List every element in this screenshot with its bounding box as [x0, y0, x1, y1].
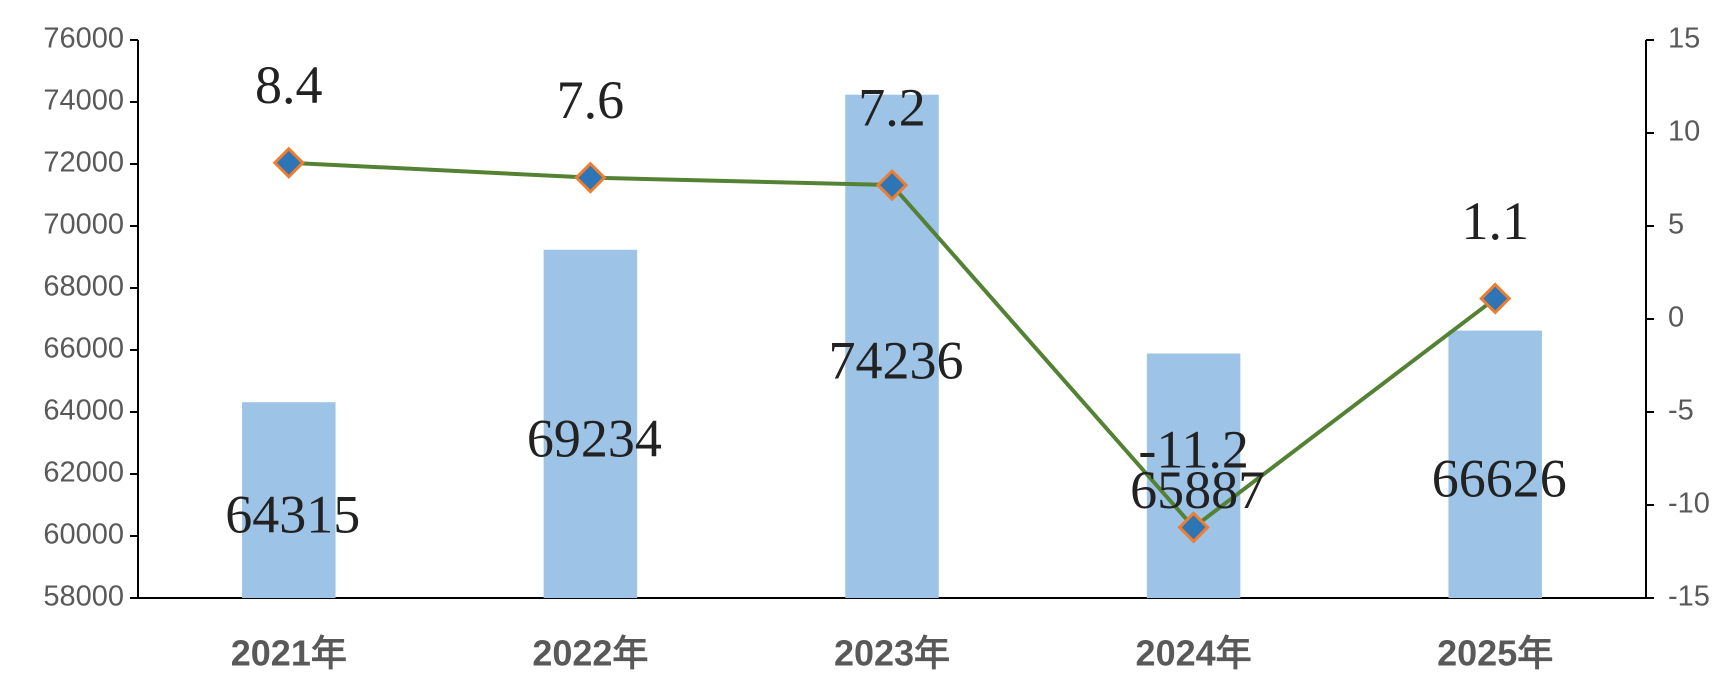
- y-tick-label: 68000: [43, 271, 124, 303]
- bar-value-label: 69234: [527, 408, 662, 468]
- bar-value-label: 65887: [1130, 460, 1265, 520]
- marker: [1177, 511, 1210, 544]
- marker: [875, 168, 909, 202]
- line-value-label: 7.6: [557, 70, 625, 130]
- x-tick-label: 2021年: [231, 633, 347, 674]
- y2-tick-label: -10: [1668, 488, 1710, 520]
- y-tick-label: 62000: [43, 457, 124, 489]
- x-tick-label: 2024年: [1136, 633, 1252, 674]
- y-tick-label: 66000: [43, 333, 124, 365]
- marker: [272, 146, 305, 179]
- y2-tick-label: 15: [1668, 23, 1700, 55]
- bar: [1448, 330, 1542, 598]
- bar: [543, 249, 638, 598]
- y-tick-label: 58000: [43, 581, 124, 613]
- marker: [574, 161, 607, 194]
- bar: [242, 402, 336, 598]
- bar-value-label: 66626: [1432, 449, 1567, 509]
- y2-tick-label: 0: [1668, 302, 1684, 334]
- bar-value-label: 74236: [829, 331, 964, 391]
- x-tick-label: 2023年: [834, 633, 950, 674]
- y2-tick-label: 10: [1668, 116, 1700, 148]
- y-tick-label: 76000: [43, 23, 124, 55]
- x-tick-label: 2022年: [532, 633, 648, 674]
- marker: [1479, 282, 1512, 315]
- line-value-label: 7.2: [858, 77, 926, 137]
- y-tick-label: 72000: [43, 147, 124, 179]
- y-tick-label: 64000: [43, 395, 124, 427]
- y2-tick-label: -15: [1668, 581, 1710, 613]
- line-value-label: -11.2: [1138, 420, 1248, 480]
- x-tick-label: 2025年: [1437, 633, 1553, 674]
- bar: [1146, 353, 1241, 598]
- y-tick-label: 60000: [43, 519, 124, 551]
- bar-value-label: 64315: [225, 485, 360, 545]
- y-tick-label: 74000: [43, 85, 124, 117]
- line-value-label: 8.4: [255, 55, 323, 115]
- y2-tick-label: 5: [1668, 209, 1684, 241]
- y-tick-label: 70000: [43, 209, 124, 241]
- y2-tick-label: -5: [1668, 395, 1694, 427]
- line-value-label: 1.1: [1461, 191, 1529, 251]
